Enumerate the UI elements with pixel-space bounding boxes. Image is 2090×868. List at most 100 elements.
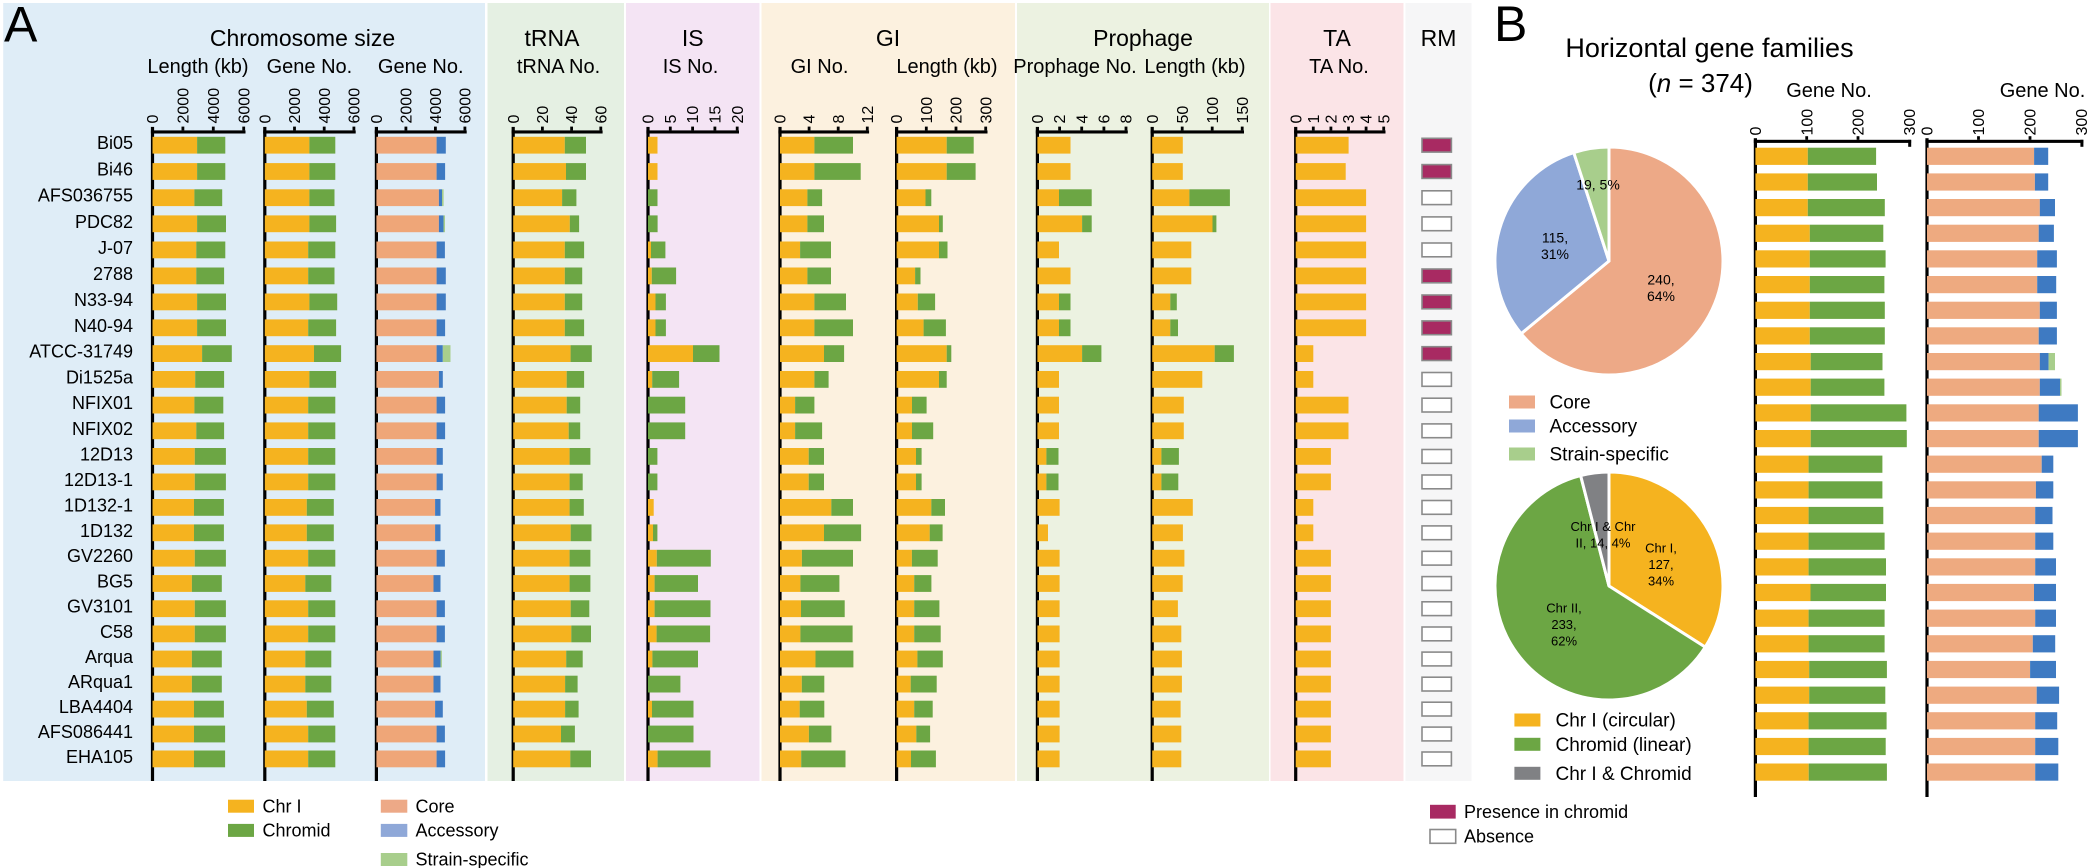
svg-text:6000: 6000 (458, 88, 475, 124)
svg-text:Prophage No.: Prophage No. (1013, 56, 1136, 78)
svg-text:4000: 4000 (317, 88, 334, 124)
svg-text:127,: 127, (1648, 557, 1673, 572)
svg-text:150: 150 (1235, 97, 1252, 124)
svg-text:2000: 2000 (176, 88, 193, 124)
svg-text:64%: 64% (1647, 288, 1675, 304)
svg-text:6000: 6000 (236, 88, 253, 124)
svg-text:Di1525a: Di1525a (66, 367, 134, 387)
svg-text:300: 300 (1902, 109, 1919, 136)
svg-text:Chromid: Chromid (263, 821, 331, 841)
svg-text:0: 0 (257, 115, 274, 124)
svg-text:0: 0 (889, 115, 906, 124)
svg-text:Presence in chromid: Presence in chromid (1464, 802, 1628, 822)
svg-text:6: 6 (1097, 115, 1114, 124)
svg-text:tRNA: tRNA (525, 25, 581, 51)
svg-text:2: 2 (1052, 115, 1069, 124)
svg-text:Accessory: Accessory (1550, 417, 1638, 438)
svg-text:PDC82: PDC82 (75, 212, 133, 232)
svg-text:AFS086441: AFS086441 (38, 722, 133, 742)
svg-text:RM: RM (1421, 25, 1457, 51)
svg-text:8: 8 (831, 115, 848, 124)
svg-text:0: 0 (1288, 115, 1305, 124)
svg-text:5: 5 (663, 115, 680, 124)
svg-text:2000: 2000 (399, 88, 416, 124)
svg-text:AFS036755: AFS036755 (38, 186, 133, 206)
svg-text:B: B (1494, 0, 1527, 52)
svg-text:34%: 34% (1648, 574, 1674, 589)
svg-text:ATCC-31749: ATCC-31749 (29, 342, 133, 362)
svg-text:200: 200 (2023, 109, 2040, 136)
svg-text:10: 10 (685, 106, 702, 124)
svg-text:Strain-specific: Strain-specific (1550, 445, 1669, 466)
svg-text:N33-94: N33-94 (74, 290, 133, 310)
svg-text:12D13-1: 12D13-1 (64, 470, 133, 490)
svg-text:40: 40 (564, 106, 581, 124)
svg-text:100: 100 (1971, 109, 1988, 136)
svg-text:0: 0 (506, 115, 523, 124)
svg-text:0: 0 (773, 115, 790, 124)
svg-text:EHA105: EHA105 (66, 747, 133, 767)
svg-text:4: 4 (1359, 115, 1376, 124)
svg-text:300: 300 (2074, 109, 2090, 136)
svg-text:15: 15 (708, 106, 725, 124)
svg-text:Core: Core (416, 796, 455, 816)
svg-text:200: 200 (1851, 109, 1868, 136)
svg-text:Absence: Absence (1464, 827, 1534, 847)
svg-text:Chr I,: Chr I, (1645, 541, 1677, 556)
svg-text:0: 0 (1145, 115, 1162, 124)
svg-text:0: 0 (1748, 127, 1765, 136)
svg-text:0: 0 (1030, 115, 1047, 124)
svg-text:4: 4 (1074, 115, 1091, 124)
svg-text:C58: C58 (100, 622, 133, 642)
svg-text:19, 5%: 19, 5% (1576, 177, 1620, 193)
svg-text:Bi05: Bi05 (97, 133, 133, 153)
svg-text:60: 60 (593, 106, 610, 124)
svg-text:0: 0 (369, 115, 386, 124)
svg-text:J-07: J-07 (98, 238, 133, 258)
svg-text:12D13: 12D13 (80, 444, 133, 464)
svg-text:3: 3 (1341, 115, 1358, 124)
svg-text:0: 0 (1920, 127, 1937, 136)
svg-text:IS: IS (682, 25, 704, 51)
svg-text:233,: 233, (1551, 617, 1576, 632)
svg-text:0: 0 (145, 115, 162, 124)
svg-text:TA: TA (1323, 25, 1351, 51)
svg-text:0: 0 (641, 115, 658, 124)
svg-text:2788: 2788 (93, 264, 133, 284)
svg-text:115,: 115, (1542, 230, 1568, 246)
svg-text:Core: Core (1550, 393, 1591, 414)
svg-text:Chr II,: Chr II, (1546, 601, 1581, 616)
svg-text:2: 2 (1324, 115, 1341, 124)
svg-text:240,: 240, (1647, 272, 1674, 288)
svg-text:2000: 2000 (287, 88, 304, 124)
svg-text:Bi46: Bi46 (97, 160, 133, 180)
svg-text:1D132: 1D132 (80, 521, 133, 541)
svg-text:GI: GI (876, 25, 900, 51)
svg-text:TA No.: TA No. (1309, 56, 1369, 78)
svg-text:Strain-specific: Strain-specific (416, 850, 529, 868)
svg-text:Horizontal gene families: Horizontal gene families (1565, 33, 1853, 63)
svg-text:100: 100 (1799, 109, 1816, 136)
svg-text:Chromosome size: Chromosome size (210, 25, 395, 51)
svg-text:1: 1 (1306, 115, 1323, 124)
svg-text:A: A (4, 0, 38, 53)
svg-text:4000: 4000 (206, 88, 223, 124)
svg-text:62%: 62% (1551, 634, 1577, 649)
svg-text:5: 5 (1376, 115, 1393, 124)
svg-text:GV2260: GV2260 (67, 546, 133, 566)
svg-text:300: 300 (978, 97, 995, 124)
svg-text:ARqua1: ARqua1 (68, 672, 133, 692)
svg-text:II, 14, 4%: II, 14, 4% (1576, 536, 1631, 551)
svg-text:1D132-1: 1D132-1 (64, 495, 133, 515)
svg-text:GI No.: GI No. (791, 56, 849, 78)
svg-text:Length (kb): Length (kb) (147, 56, 248, 78)
svg-text:8: 8 (1119, 115, 1136, 124)
svg-text:200: 200 (949, 97, 966, 124)
svg-text:NFIX02: NFIX02 (72, 419, 133, 439)
svg-text:6000: 6000 (347, 88, 364, 124)
svg-text:Prophage: Prophage (1093, 25, 1193, 51)
svg-text:20: 20 (730, 106, 747, 124)
svg-text:Gene No.: Gene No. (2000, 80, 2086, 102)
svg-text:Arqua: Arqua (85, 647, 134, 667)
svg-text:Gene No.: Gene No. (267, 56, 353, 78)
